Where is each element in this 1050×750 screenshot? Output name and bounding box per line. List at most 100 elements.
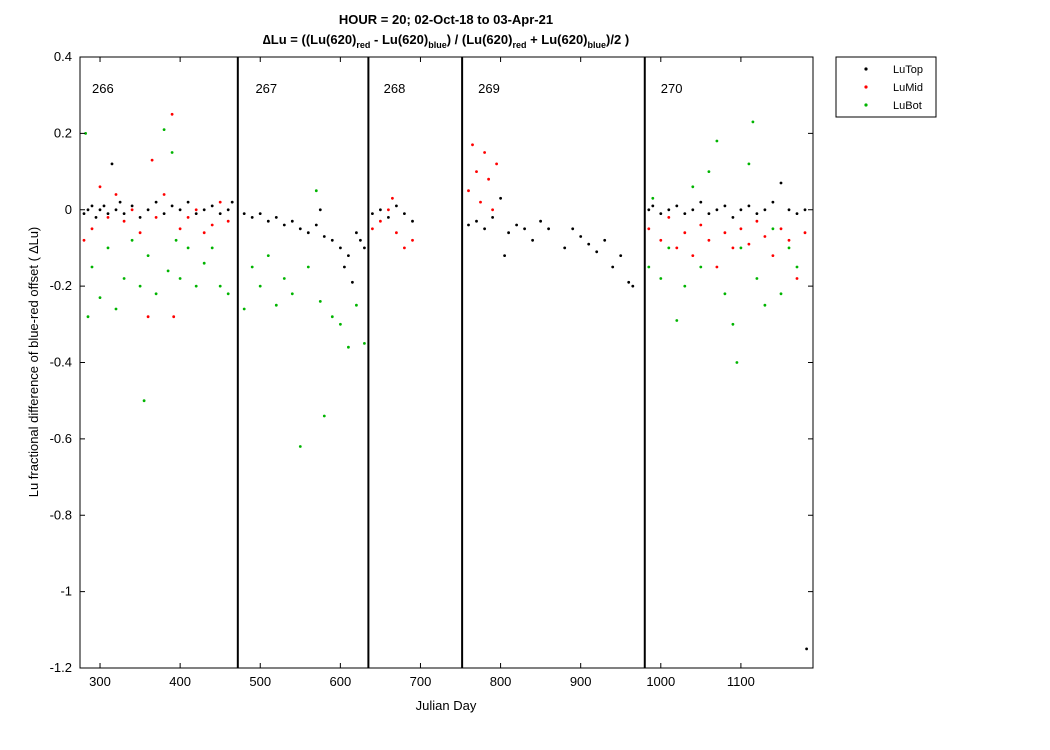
title-part-5: )/2 ) [606, 32, 629, 47]
point-lumid [483, 151, 486, 154]
point-lutop [347, 254, 350, 257]
x-axis-ticks: 300 400 500 600 700 800 900 1000 1100 [89, 57, 755, 689]
point-lutop [154, 200, 158, 204]
point-lubot [735, 361, 739, 364]
chart-title: HOUR = 20; 02-Oct-18 to 03-Apr-21 ∆Lu = … [263, 12, 629, 50]
point-lutop [515, 223, 518, 227]
legend: LuTop LuMid LuBot [835, 56, 937, 118]
point-lumid [763, 235, 767, 238]
point-lutop [178, 208, 182, 212]
point-lumid [90, 227, 94, 231]
point-lutop [503, 254, 506, 257]
point-lumid [411, 238, 414, 242]
point-lumid [391, 196, 394, 200]
point-lubot [787, 246, 791, 250]
y-tick-label: -0.6 [50, 431, 72, 446]
point-lubot [282, 277, 286, 280]
point-lubot [739, 246, 743, 250]
point-lumid [479, 200, 482, 204]
point-lumid [723, 231, 727, 235]
point-lumid [82, 238, 86, 242]
point-lutop [651, 204, 655, 208]
point-lutop [731, 216, 735, 219]
point-lumid [691, 254, 695, 257]
point-lubot [298, 445, 302, 448]
point-lubot [795, 265, 799, 269]
chart-title-line1: HOUR = 20; 02-Oct-18 to 03-Apr-21 [339, 12, 553, 27]
point-lubot [699, 265, 703, 269]
y-tick-label: -0.2 [50, 278, 72, 293]
point-lutop [314, 223, 318, 227]
point-lutop [387, 216, 390, 219]
point-lutop [707, 212, 711, 216]
x-tick-label: 600 [330, 674, 352, 689]
point-lutop [258, 212, 262, 216]
x-tick-label: 800 [490, 674, 512, 689]
title-delta: ∆ [263, 32, 271, 47]
point-lumid [739, 227, 743, 231]
point-lutop [318, 208, 322, 212]
point-lutop [355, 231, 358, 235]
point-lumid [683, 231, 687, 235]
point-lubot [122, 277, 126, 280]
point-lubot [226, 292, 230, 296]
x-tick-label: 400 [169, 674, 191, 689]
point-lutop [194, 212, 198, 216]
point-lubot [138, 284, 142, 288]
point-lubot [651, 196, 655, 200]
point-lubot [174, 238, 178, 242]
point-lubot [747, 162, 751, 166]
point-lutop [371, 212, 374, 216]
point-lumid [495, 162, 498, 166]
deployment-boundaries [236, 57, 646, 668]
point-lutop [359, 238, 362, 242]
point-lutop [611, 265, 615, 269]
point-lubot [723, 292, 727, 296]
point-lumid [707, 238, 711, 242]
legend-label-lutop: LuTop [893, 64, 923, 76]
x-tick-label: 1000 [646, 674, 675, 689]
point-lutop [467, 223, 470, 227]
point-lumid [403, 246, 406, 250]
point-lutop [763, 208, 767, 212]
point-lutop [563, 246, 567, 250]
point-lumid [779, 227, 783, 231]
deployment-label: 270 [661, 81, 683, 96]
point-lubot [647, 265, 651, 269]
x-axis-label: Julian Day [416, 698, 477, 713]
title-sub-blue-1: blue [428, 40, 447, 50]
title-sub-red-1: red [356, 40, 370, 50]
point-lutop [102, 204, 106, 208]
point-lutop [114, 208, 118, 212]
point-lumid [122, 219, 126, 223]
chart-title-line2: ∆Lu = ((Lu(620)red - Lu(620)blue) / (Lu(… [263, 32, 629, 50]
point-lutop [94, 216, 98, 219]
deployment-label: 266 [92, 81, 114, 96]
deployment-label: 267 [255, 81, 277, 96]
title-sub-red-2: red [512, 40, 526, 50]
point-lubot [242, 307, 246, 311]
point-lubot [154, 292, 158, 296]
point-lumid [659, 238, 663, 242]
point-lutop [162, 212, 166, 216]
point-lutop [170, 204, 174, 208]
point-lumid [210, 223, 214, 227]
point-lutop [747, 204, 751, 208]
point-lumid [154, 216, 158, 219]
x-tick-label: 300 [89, 674, 111, 689]
point-lutop [282, 223, 286, 227]
point-lumid [667, 216, 671, 219]
point-lubot [98, 296, 102, 299]
x-tick-label: 1100 [727, 674, 755, 689]
point-lutop [523, 227, 526, 231]
point-lumid [471, 143, 474, 147]
legend-marker-lutop [864, 67, 868, 71]
point-lutop [339, 246, 342, 250]
point-lumid [150, 158, 154, 162]
data-points [82, 112, 808, 651]
deployment-label: 268 [384, 81, 406, 96]
point-lubot [771, 227, 775, 231]
legend-label-lumid: LuMid [893, 82, 923, 94]
deployment-labels: 266 267 268 269 270 [92, 81, 682, 96]
point-lutop [579, 235, 583, 238]
